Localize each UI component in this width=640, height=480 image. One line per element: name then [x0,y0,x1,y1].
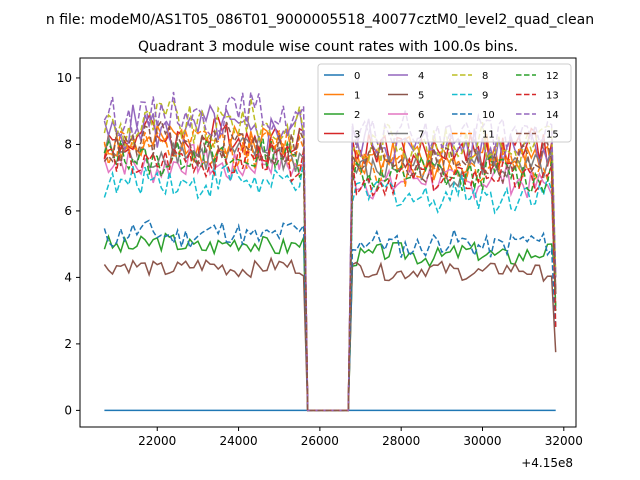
x-tick-label: 28000 [382,434,420,448]
series-line-12 [103,138,557,412]
x-tick-label: 22000 [138,434,176,448]
legend-label-13: 13 [546,91,559,102]
legend-label-7: 7 [418,130,424,141]
y-tick-label: 2 [64,337,72,351]
x-tick-label: 30000 [463,434,501,448]
legend-label-9: 9 [482,91,488,102]
x-axis: 22000 24000 26000 28000 30000 32000 [138,427,583,448]
legend-label-15: 15 [546,130,559,141]
legend-label-11: 11 [482,130,495,141]
y-tick-label: 10 [57,71,72,85]
y-tick-label: 4 [64,270,72,284]
series-line-13 [103,139,557,412]
x-offset-label: +4.15e8 [521,456,573,470]
legend-label-6: 6 [418,110,424,121]
legend-label-1: 1 [354,91,360,102]
x-tick-label: 24000 [219,434,257,448]
legend-box [317,63,572,143]
series-line-10 [103,219,557,412]
legend-label-0: 0 [354,71,360,82]
legend-label-3: 3 [354,130,360,141]
series-line-9 [103,160,557,412]
legend-label-2: 2 [354,110,360,121]
legend-label-5: 5 [418,91,424,102]
series-line-2 [103,232,557,412]
legend-label-4: 4 [418,71,424,82]
axes-frame [79,57,577,428]
legend-label-8: 8 [482,71,488,82]
legend-label-10: 10 [482,110,495,121]
chart-title: Quadrant 3 module wise count rates with … [138,39,518,55]
series-line-15 [103,119,557,412]
y-tick-label: 8 [64,137,72,151]
x-tick-label: 32000 [545,434,583,448]
legend-label-14: 14 [546,110,559,121]
chart-suptitle: n file: modeM0/AS1T05_086T01_9000005518_… [46,12,594,28]
series-layer [103,91,557,412]
y-tick-label: 6 [64,204,72,218]
series-line-11 [103,128,557,412]
y-tick-label: 0 [64,403,72,417]
series-line-5 [103,256,557,412]
y-axis: 0 2 4 6 8 10 [57,71,80,417]
legend-label-12: 12 [546,71,559,82]
x-tick-label: 26000 [301,434,339,448]
